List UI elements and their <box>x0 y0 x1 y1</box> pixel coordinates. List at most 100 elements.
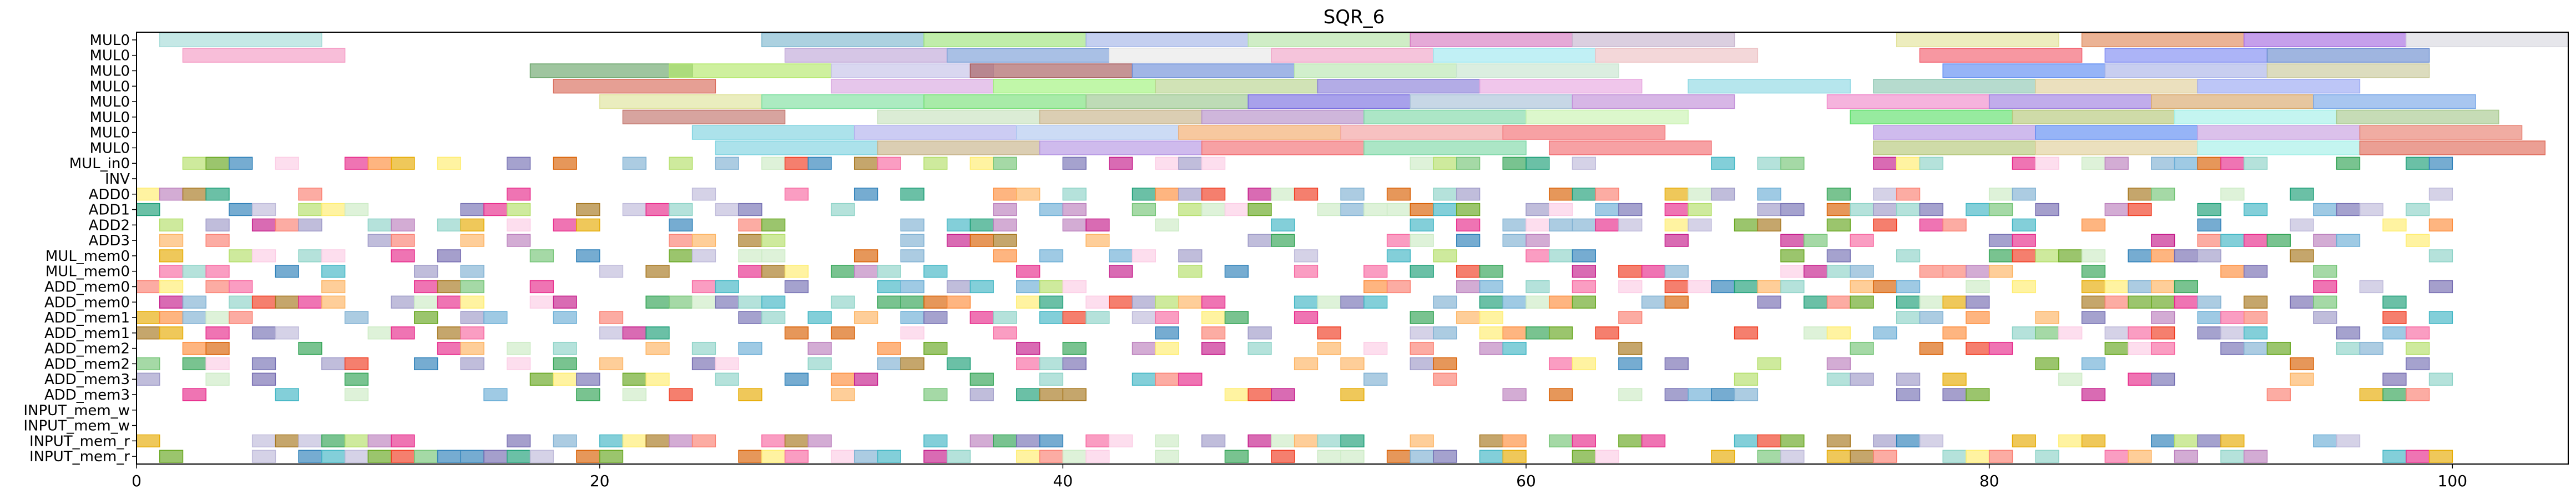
op-bar-14-19 <box>576 249 600 263</box>
op-bar-27-31 <box>853 450 878 463</box>
op-bar-20-43 <box>1132 341 1156 355</box>
op-bar-16-35 <box>946 280 971 294</box>
mul-bar-5-5 <box>1526 109 1689 124</box>
mul-bar-0-6 <box>1572 32 1735 48</box>
op-bar-27-52 <box>1340 450 1365 463</box>
op-bar-11-94 <box>2313 203 2337 216</box>
op-bar-27-17 <box>529 450 554 463</box>
mul-bar-3-6 <box>1688 79 1851 94</box>
op-bar-20-29 <box>807 341 832 355</box>
op-bar-20-24 <box>691 341 716 355</box>
op-bar-11-47 <box>1224 203 1249 216</box>
op-bar-12-69 <box>1734 218 1759 231</box>
op-bar-14-56 <box>1433 249 1457 263</box>
op-bar-12-93 <box>2290 218 2314 231</box>
op-bar-11-37 <box>993 203 1017 216</box>
op-bar-12-89 <box>2197 218 2221 231</box>
op-bar-20-59 <box>1502 341 1527 355</box>
op-bar-19-78 <box>1942 326 1967 340</box>
op-bar-20-86 <box>2128 341 2152 355</box>
op-bar-10-7 <box>298 188 322 201</box>
op-bar-26-27 <box>761 434 786 447</box>
mul-bar-1-9 <box>2266 48 2430 63</box>
op-bar-15-77 <box>1919 265 1943 278</box>
mul-bar-1-5 <box>1433 48 1596 63</box>
op-bar-27-5 <box>251 450 276 463</box>
op-bar-17-74 <box>1850 295 1874 309</box>
op-bar-15-22 <box>645 265 670 278</box>
op-bar-18-57 <box>1456 311 1481 324</box>
op-bar-19-11 <box>391 326 415 340</box>
op-bar-11-43 <box>1132 203 1156 216</box>
op-bar-23-84 <box>2081 388 2106 401</box>
op-bar-16-39 <box>1039 280 1064 294</box>
mul-bar-2-1 <box>669 63 832 78</box>
mul-bar-1-0 <box>182 48 346 63</box>
op-bar-21-82 <box>2035 357 2059 371</box>
op-bar-10-52 <box>1340 188 1365 201</box>
op-bar-8-2 <box>182 157 206 170</box>
op-bar-17-65 <box>1641 295 1666 309</box>
x-tick-label: 40 <box>1053 472 1073 490</box>
op-bar-19-10 <box>367 326 392 340</box>
op-bar-12-67 <box>1688 218 1712 231</box>
op-bar-26-6 <box>275 434 299 447</box>
op-bar-17-24 <box>691 295 716 309</box>
op-bar-18-33 <box>900 311 925 324</box>
op-bar-21-98 <box>2406 357 2430 371</box>
op-bar-27-7 <box>298 450 322 463</box>
op-bar-14-13 <box>437 249 462 263</box>
op-bar-17-43 <box>1132 295 1156 309</box>
op-bar-27-32 <box>877 450 901 463</box>
op-bar-16-76 <box>1896 280 1921 294</box>
op-bar-10-31 <box>853 188 878 201</box>
y-tick-label: MUL0 <box>90 109 130 126</box>
op-bar-21-84 <box>2081 357 2106 371</box>
op-bar-20-38 <box>1016 341 1040 355</box>
op-bar-14-76 <box>1896 249 1921 263</box>
op-bar-19-63 <box>1595 326 1619 340</box>
op-bar-16-32 <box>877 280 901 294</box>
op-bar-12-11 <box>391 218 415 231</box>
mul-bar-2-6 <box>1456 63 1619 78</box>
op-bar-18-1 <box>159 311 184 324</box>
y-tick-label: MUL0 <box>90 140 130 157</box>
op-bar-27-97 <box>2382 450 2407 463</box>
op-bar-26-90 <box>2220 434 2245 447</box>
mul-bar-0-7 <box>1896 32 2059 48</box>
op-bar-22-56 <box>1433 372 1457 386</box>
op-bar-26-7 <box>298 434 322 447</box>
op-bar-21-20 <box>599 357 624 371</box>
op-bar-21-55 <box>1410 357 1434 371</box>
op-bar-17-5 <box>251 295 276 309</box>
op-bar-19-13 <box>437 326 462 340</box>
op-bar-18-91 <box>2243 311 2268 324</box>
op-bar-26-64 <box>1618 434 1643 447</box>
mul-bar-7-7 <box>2035 140 2199 155</box>
op-bar-17-12 <box>414 295 438 309</box>
op-bar-11-96 <box>2359 203 2383 216</box>
op-bar-19-20 <box>599 326 624 340</box>
op-bar-11-54 <box>1386 203 1411 216</box>
mul-bar-3-3 <box>1155 79 1319 94</box>
op-bar-8-21 <box>622 157 646 170</box>
op-bar-26-0 <box>136 434 160 447</box>
mul-bar-6-5 <box>1502 125 1666 140</box>
op-bar-11-8 <box>321 203 346 216</box>
op-bar-12-84 <box>2081 218 2106 231</box>
op-bar-16-86 <box>2128 280 2152 294</box>
op-bar-18-58 <box>1479 311 1504 324</box>
op-bar-20-7 <box>298 341 322 355</box>
op-bar-14-54 <box>1386 249 1411 263</box>
op-bar-10-66 <box>1664 188 1689 201</box>
op-bar-8-90 <box>2220 157 2245 170</box>
op-bar-27-63 <box>1595 450 1619 463</box>
op-bar-11-86 <box>2128 203 2152 216</box>
mul-bar-1-2 <box>946 48 1110 63</box>
op-bar-26-48 <box>1247 434 1272 447</box>
op-bar-10-76 <box>1896 188 1921 201</box>
op-bar-21-18 <box>553 357 577 371</box>
op-bar-27-14 <box>460 450 484 463</box>
op-bar-8-9 <box>344 157 369 170</box>
op-bar-14-4 <box>229 249 253 263</box>
